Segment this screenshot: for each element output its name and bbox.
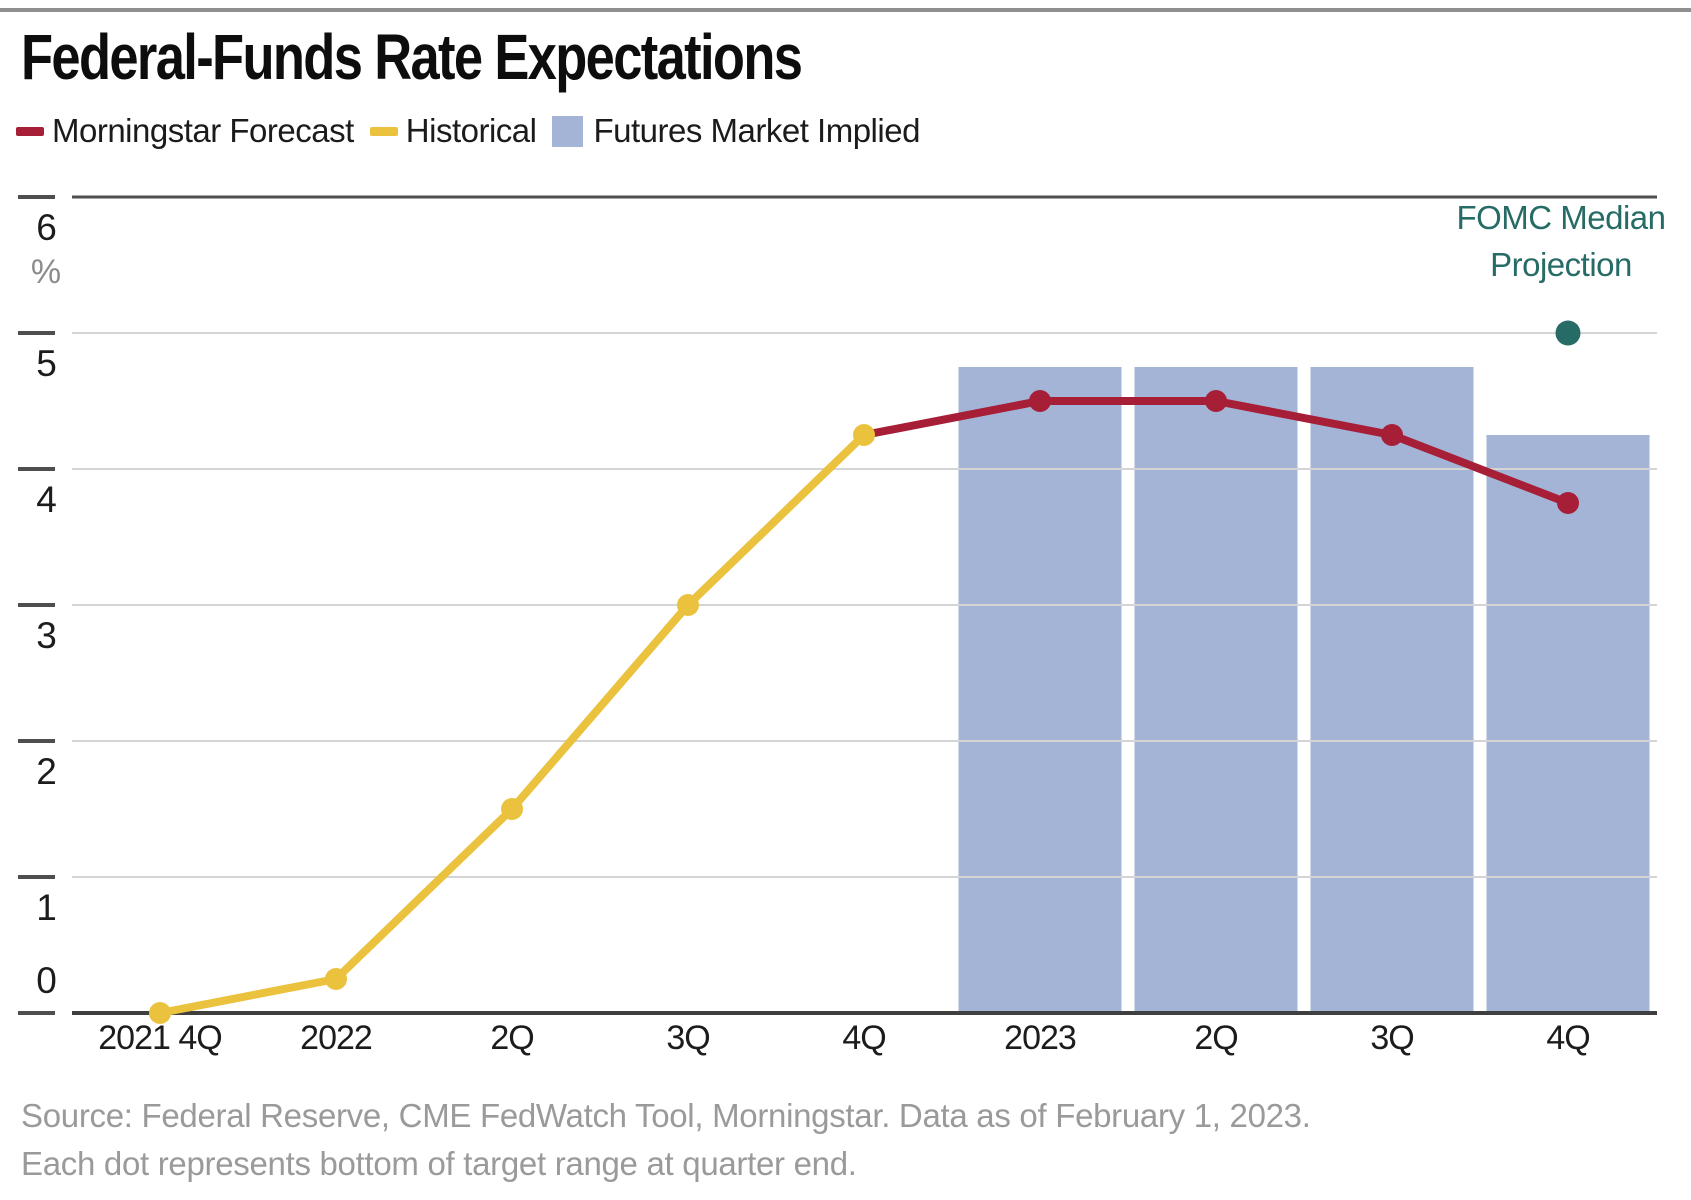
y-tick-label: 0 <box>36 960 56 1001</box>
y-tick-mark <box>18 195 55 199</box>
futures-bar-swatch-icon <box>552 115 584 147</box>
x-tick-label: 3Q <box>1370 1019 1413 1057</box>
y-tick-mark <box>18 875 55 879</box>
x-tick-label: 4Q <box>1546 1019 1589 1057</box>
legend-item-futures-market-implied: Futures Market Implied <box>552 112 920 150</box>
fomc-annotation-line1: FOMC Median <box>1456 199 1666 236</box>
historical-point <box>677 594 699 616</box>
x-tick-label: 4Q <box>842 1019 885 1057</box>
source-line: Source: Federal Reserve, CME FedWatch To… <box>21 1097 1311 1134</box>
legend-label: Futures Market Implied <box>593 112 920 149</box>
chart-legend: Morningstar Forecast Historical Futures … <box>16 112 936 150</box>
x-tick-label: 2Q <box>490 1019 533 1057</box>
y-tick-mark <box>18 467 55 471</box>
y-tick-label: 5 <box>36 343 56 384</box>
y-tick-label: 2 <box>36 751 56 792</box>
fomc-median-point <box>1555 320 1581 346</box>
forecast-point <box>1029 390 1051 412</box>
fomc-annotation-line2: Projection <box>1490 246 1632 283</box>
x-tick-label: 2021 4Q <box>98 1019 221 1057</box>
x-tick-label: 2022 <box>300 1019 372 1057</box>
futures-bar <box>958 367 1122 1013</box>
source-note: Source: Federal Reserve, CME FedWatch To… <box>21 1092 1311 1188</box>
forecast-point <box>1557 492 1579 514</box>
y-tick-mark <box>18 331 55 335</box>
legend-item-morningstar-forecast: Morningstar Forecast <box>16 112 354 150</box>
futures-bar <box>1310 367 1474 1013</box>
page-title: Federal-Funds Rate Expectations <box>21 21 803 93</box>
note-line: Each dot represents bottom of target ran… <box>21 1145 857 1182</box>
y-tick-label: 6 <box>36 207 56 248</box>
historical-line <box>156 431 868 1017</box>
y-tick-mark <box>18 1011 55 1015</box>
historical-point <box>501 798 523 820</box>
legend-item-historical: Historical <box>369 112 537 150</box>
legend-label: Morningstar Forecast <box>52 112 354 149</box>
top-rule <box>0 8 1691 12</box>
y-tick-label: 4 <box>36 479 56 520</box>
x-tick-label: 2023 <box>1004 1019 1076 1057</box>
y-tick-mark <box>18 739 55 743</box>
legend-label: Historical <box>405 112 537 149</box>
y-axis-unit-label: % <box>31 253 61 291</box>
fomc-median-annotation: FOMC Median Projection <box>1331 194 1691 288</box>
historical-point <box>149 1002 171 1024</box>
forecast-point <box>1381 424 1403 446</box>
y-tick-mark <box>18 603 55 607</box>
historical-point <box>325 968 347 990</box>
futures-bar <box>1134 367 1298 1013</box>
x-tick-label: 3Q <box>666 1019 709 1057</box>
futures-bar <box>1486 435 1650 1013</box>
forecast-point <box>1205 390 1227 412</box>
y-tick-label: 1 <box>36 887 56 928</box>
historical-point <box>853 424 875 446</box>
forecast-line-swatch-icon <box>16 126 44 136</box>
y-tick-label: 3 <box>36 615 56 656</box>
x-tick-label: 2Q <box>1194 1019 1237 1057</box>
historical-line-swatch-icon <box>369 126 398 136</box>
